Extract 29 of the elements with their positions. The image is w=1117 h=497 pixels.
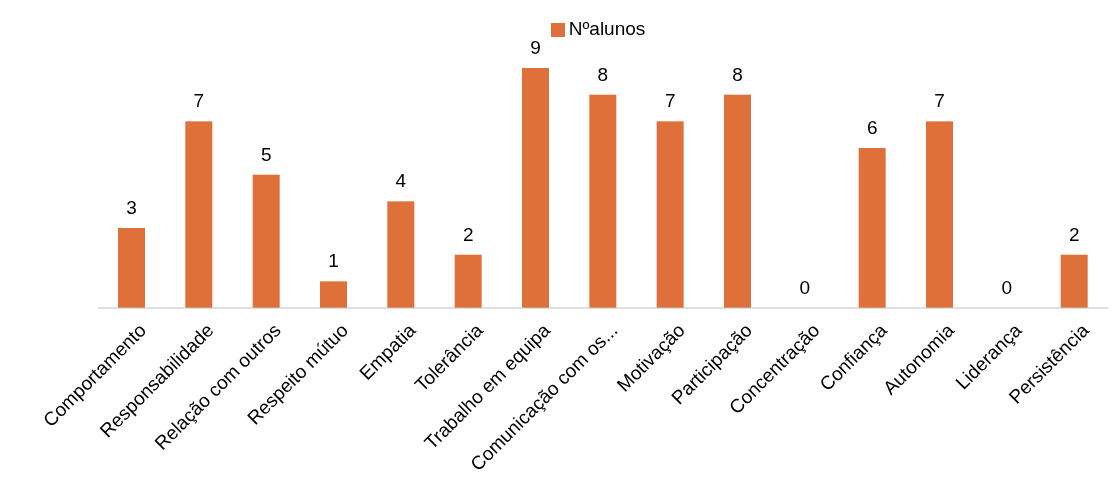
bar <box>926 121 953 308</box>
data-label: 5 <box>260 143 272 165</box>
data-label: 2 <box>462 223 474 245</box>
data-label: 8 <box>597 63 609 85</box>
data-label: 0 <box>1001 277 1013 298</box>
bar <box>252 174 280 308</box>
bar <box>454 254 482 308</box>
data-label: 7 <box>664 90 676 112</box>
data-label: 6 <box>866 117 878 138</box>
bar <box>1060 254 1088 308</box>
bar <box>589 94 617 308</box>
data-label: 7 <box>193 90 205 112</box>
bar <box>320 281 347 308</box>
data-label: 2 <box>1068 223 1080 245</box>
bar <box>656 121 684 308</box>
data-label: 7 <box>934 90 945 112</box>
legend-label: Nºalunos <box>568 18 646 39</box>
data-label: 9 <box>530 37 541 58</box>
data-label: 0 <box>799 277 811 298</box>
bar <box>522 68 549 308</box>
bar <box>387 201 415 308</box>
data-label: 1 <box>328 250 339 272</box>
bar <box>724 94 751 308</box>
bar <box>185 121 213 308</box>
data-label: 3 <box>126 197 137 218</box>
data-label: 8 <box>732 63 743 85</box>
bar <box>858 148 886 308</box>
bar <box>118 228 145 308</box>
data-label: 4 <box>395 170 407 192</box>
